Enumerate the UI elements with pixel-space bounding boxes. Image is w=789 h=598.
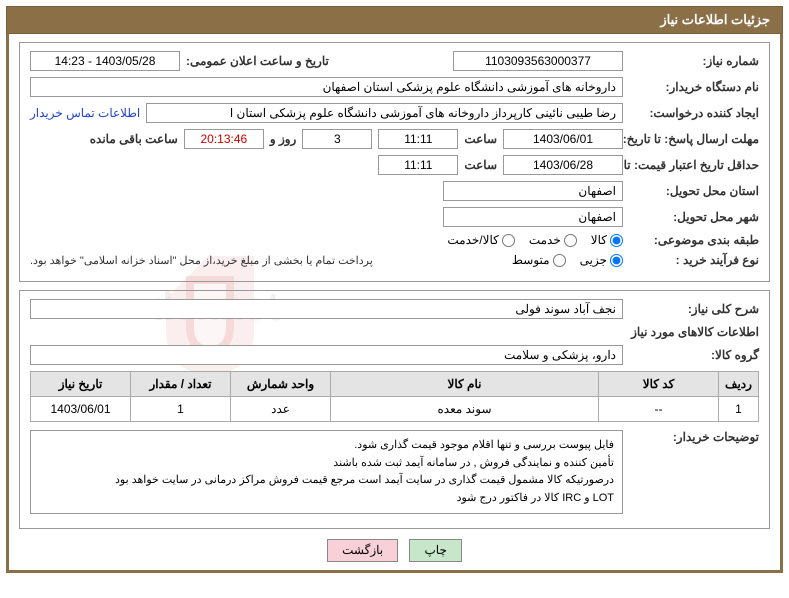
countdown-value: 20:13:46 (184, 129, 264, 149)
need-desc-value: نجف آباد سوند فولی (30, 299, 623, 319)
goods-group-label: گروه کالا: (629, 348, 759, 362)
main-fieldset: شماره نیاز: 1103093563000377 تاریخ و ساع… (19, 42, 770, 282)
need-desc-label: شرح کلی نیاز: (629, 302, 759, 316)
delivery-province-value: اصفهان (443, 181, 623, 201)
table-header-row: ردیف کد کالا نام کالا واحد شمارش تعداد /… (31, 372, 759, 397)
table-row: 1 -- سوند معده عدد 1 1403/06/01 (31, 397, 759, 422)
description-fieldset: شرح کلی نیاز: نجف آباد سوند فولی اطلاعات… (19, 290, 770, 529)
remarks-box: فایل پیوست بررسی و تنها اقلام موجود قیمت… (30, 430, 623, 514)
delivery-city-value: اصفهان (443, 207, 623, 227)
time-label-2: ساعت (464, 158, 497, 172)
th-code: کد کالا (599, 372, 719, 397)
process-radio-medium[interactable]: متوسط (512, 253, 566, 267)
process-radio-minor[interactable]: جزیی (580, 253, 623, 267)
goods-table: ردیف کد کالا نام کالا واحد شمارش تعداد /… (30, 371, 759, 422)
deadline-time: 11:11 (378, 129, 458, 149)
back-button[interactable]: بازگشت (327, 539, 398, 562)
process-radio-group: جزیی متوسط (512, 253, 623, 267)
process-label: نوع فرآیند خرید : (629, 253, 759, 267)
validity-label: حداقل تاریخ اعتبار قیمت: تا تاریخ: (629, 158, 759, 172)
need-number-label: شماره نیاز: (629, 54, 759, 68)
validity-date: 1403/06/28 (503, 155, 623, 175)
need-number-value: 1103093563000377 (453, 51, 623, 71)
days-label: روز و (270, 132, 297, 146)
time-label-1: ساعت (464, 132, 497, 146)
print-button[interactable]: چاپ (409, 539, 461, 562)
button-row: چاپ بازگشت (19, 539, 770, 562)
remaining-label: ساعت باقی مانده (90, 132, 178, 146)
cell-code: -- (599, 397, 719, 422)
remark-line-3: درصورتیکه کالا مشمول قیمت گذاری در سایت … (39, 472, 614, 490)
category-label: طبقه بندی موضوعی: (629, 233, 759, 247)
goods-section-title: اطلاعات کالاهای مورد نیاز (30, 325, 759, 339)
buyer-device-value: داروخانه های آموزشی دانشگاه علوم پزشکی ا… (30, 77, 623, 97)
payment-note: پرداخت تمام یا بخشی از مبلغ خرید،از محل … (30, 254, 506, 267)
cell-date: 1403/06/01 (31, 397, 131, 422)
cell-row: 1 (719, 397, 759, 422)
goods-group-value: دارو، پزشکی و سلامت (30, 345, 623, 365)
category-radio-goods[interactable]: کالا (591, 233, 623, 247)
buyer-device-label: نام دستگاه خریدار: (629, 80, 759, 94)
contact-link[interactable]: اطلاعات تماس خریدار (30, 106, 140, 120)
announce-value: 1403/05/28 - 14:23 (30, 51, 180, 71)
th-unit: واحد شمارش (231, 372, 331, 397)
category-radio-both[interactable]: کالا/خدمت (447, 233, 514, 247)
validity-time: 11:11 (378, 155, 458, 175)
creator-label: ایجاد کننده درخواست: (629, 106, 759, 120)
announce-label: تاریخ و ساعت اعلان عمومی: (186, 54, 329, 68)
delivery-city-label: شهر محل تحویل: (629, 210, 759, 224)
header-title: جزئیات اطلاعات نیاز (6, 6, 783, 34)
deadline-date: 1403/06/01 (503, 129, 623, 149)
delivery-province-label: استان محل تحویل: (629, 184, 759, 198)
days-count: 3 (302, 129, 372, 149)
remark-line-4: LOT و IRC کالا در فاکتور درج شود (39, 490, 614, 508)
th-row: ردیف (719, 372, 759, 397)
cell-name: سوند معده (331, 397, 599, 422)
remark-line-1: فایل پیوست بررسی و تنها اقلام موجود قیمت… (39, 437, 614, 455)
category-radio-group: کالا خدمت کالا/خدمت (447, 233, 623, 247)
th-qty: تعداد / مقدار (131, 372, 231, 397)
remark-line-2: تأمین کننده و نمایندگی فروش , در سامانه … (39, 455, 614, 473)
cell-qty: 1 (131, 397, 231, 422)
th-date: تاریخ نیاز (31, 372, 131, 397)
category-radio-service[interactable]: خدمت (529, 233, 577, 247)
th-name: نام کالا (331, 372, 599, 397)
remarks-label: توضیحات خریدار: (629, 430, 759, 444)
deadline-label: مهلت ارسال پاسخ: تا تاریخ: (629, 132, 759, 146)
cell-unit: عدد (231, 397, 331, 422)
creator-value: رضا طیبی نائینی کارپرداز داروخانه های آم… (146, 103, 623, 123)
